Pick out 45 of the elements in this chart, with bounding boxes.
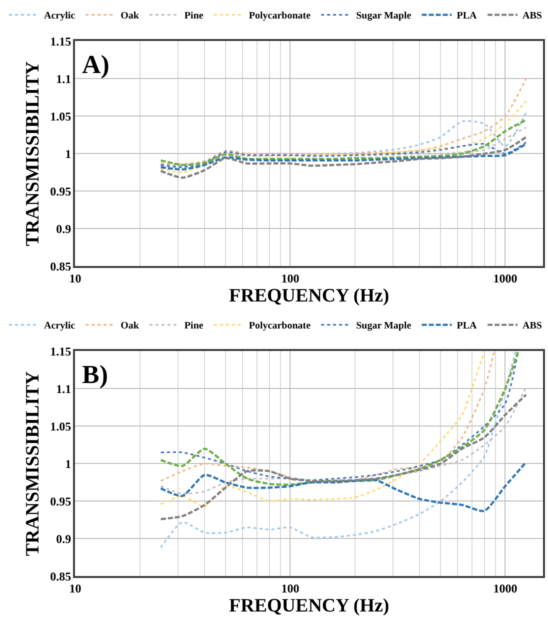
legend-label: Pine [184, 10, 204, 22]
y-tick-label: 0.95 [50, 184, 72, 198]
y-tick-label: 1.1 [56, 382, 72, 396]
line-series [160, 78, 527, 165]
line-series [160, 394, 528, 520]
line-series [160, 136, 528, 179]
y-tick-label: 1.05 [50, 419, 72, 434]
legend-label: Pine [184, 320, 204, 332]
y-tick-label: 0.9 [56, 222, 72, 236]
annotation: A) [82, 50, 110, 79]
line-series [160, 461, 528, 512]
legend-label: Oak [120, 10, 140, 22]
annotation: B) [82, 360, 108, 389]
legend-label: Polycarbonate [248, 320, 312, 332]
x-axis-title: FREQUENCY (Hz) [229, 286, 390, 307]
y-tick-label: 1.15 [50, 344, 72, 358]
x-tick-label: 1000 [493, 271, 518, 286]
y-tick-label: 0.95 [50, 494, 72, 508]
y-tick-label: 1.15 [50, 34, 72, 48]
legend-label: Acrylic [44, 320, 76, 332]
legend-label: Oak [120, 320, 140, 332]
legend-label: Acrylic [44, 10, 76, 22]
line-series [160, 100, 527, 174]
y-axis-title: TRANSMISSIBILITY [22, 371, 44, 556]
x-tick-label: 100 [281, 581, 300, 596]
x-tick-label: 100 [281, 271, 300, 286]
y-axis-title: TRANSMISSIBILITY [22, 61, 44, 246]
legend-label: Sugar Maple [356, 320, 412, 332]
y-tick-label: 1.1 [56, 72, 72, 86]
x-tick-label: 10 [69, 581, 82, 596]
x-tick-label: 10 [69, 271, 82, 286]
y-tick-label: 0.9 [56, 532, 72, 546]
legend-label: Sugar Maple [356, 10, 412, 22]
x-axis-title: FREQUENCY (Hz) [229, 596, 390, 617]
legend-label: PLA [456, 10, 478, 22]
x-tick-label: 1000 [493, 581, 518, 596]
legend-label: ABS [522, 320, 542, 332]
y-tick-label: 1.05 [50, 109, 72, 124]
y-tick-label: 1 [65, 456, 72, 471]
y-tick-label: 0.85 [50, 569, 72, 584]
legend-label: ABS [522, 10, 542, 22]
legend-label: PLA [456, 320, 478, 332]
legend-label: Polycarbonate [248, 10, 312, 22]
y-tick-label: 1 [65, 146, 72, 161]
y-tick-label: 0.85 [50, 259, 72, 274]
